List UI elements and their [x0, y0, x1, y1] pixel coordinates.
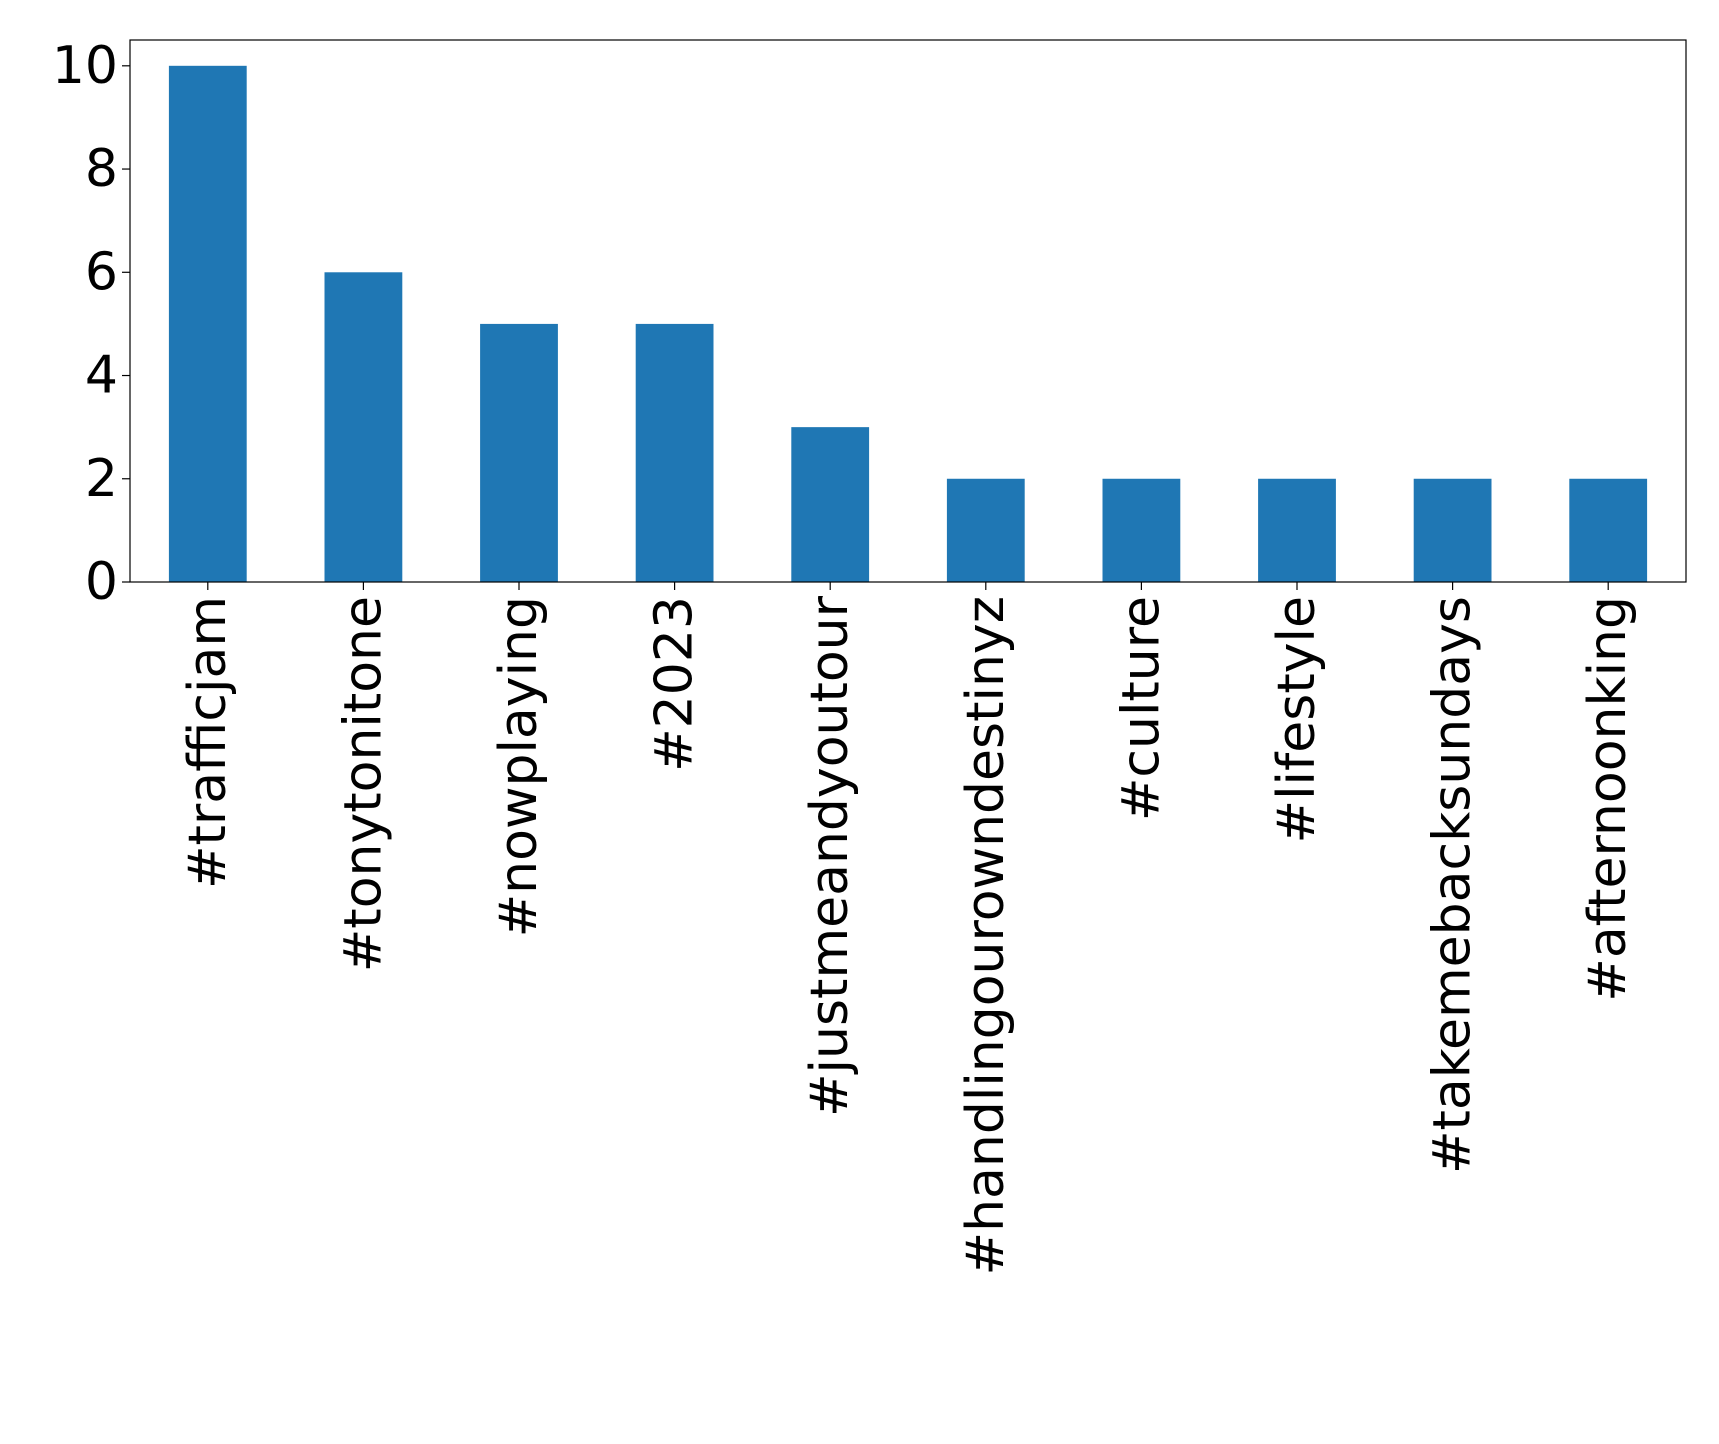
x-tick-label: #takemebacksundays [1423, 596, 1483, 1174]
bar [168, 65, 247, 583]
bar [1413, 478, 1492, 582]
y-tick-label: 2 [85, 449, 118, 509]
bar [480, 323, 558, 582]
bar [1569, 478, 1648, 582]
x-tick-label: #2023 [645, 596, 705, 772]
bar [791, 427, 870, 582]
x-tick-label: #handlingourowndestinyz [956, 596, 1016, 1275]
x-axis: #trafficjam #tonytonitone #nowplaying #2023… [178, 582, 1638, 1275]
bar [1258, 478, 1336, 582]
x-tick-label: #tonytonitone [333, 596, 393, 972]
bars [168, 65, 1648, 583]
x-tick-label: #trafficjam [178, 596, 238, 889]
y-tick-label: 0 [85, 552, 118, 612]
bar [635, 323, 714, 582]
y-tick-label: 4 [85, 346, 118, 406]
bar [1102, 478, 1181, 582]
y-axis: 0 2 4 6 8 10 [52, 36, 130, 612]
x-tick-label: #culture [1111, 596, 1171, 821]
x-tick-label: #afternoonking [1578, 596, 1638, 1002]
y-tick-label: 8 [85, 139, 118, 199]
plot-frame [129, 39, 1687, 583]
x-tick-label: #nowplaying [489, 596, 549, 937]
x-tick-label: #justmeandyoutour [800, 595, 860, 1117]
y-tick-label: 10 [52, 36, 118, 96]
bar [324, 272, 403, 582]
bar [946, 478, 1025, 582]
x-tick-label: #lifestyle [1267, 596, 1327, 843]
y-tick-label: 6 [85, 242, 118, 302]
